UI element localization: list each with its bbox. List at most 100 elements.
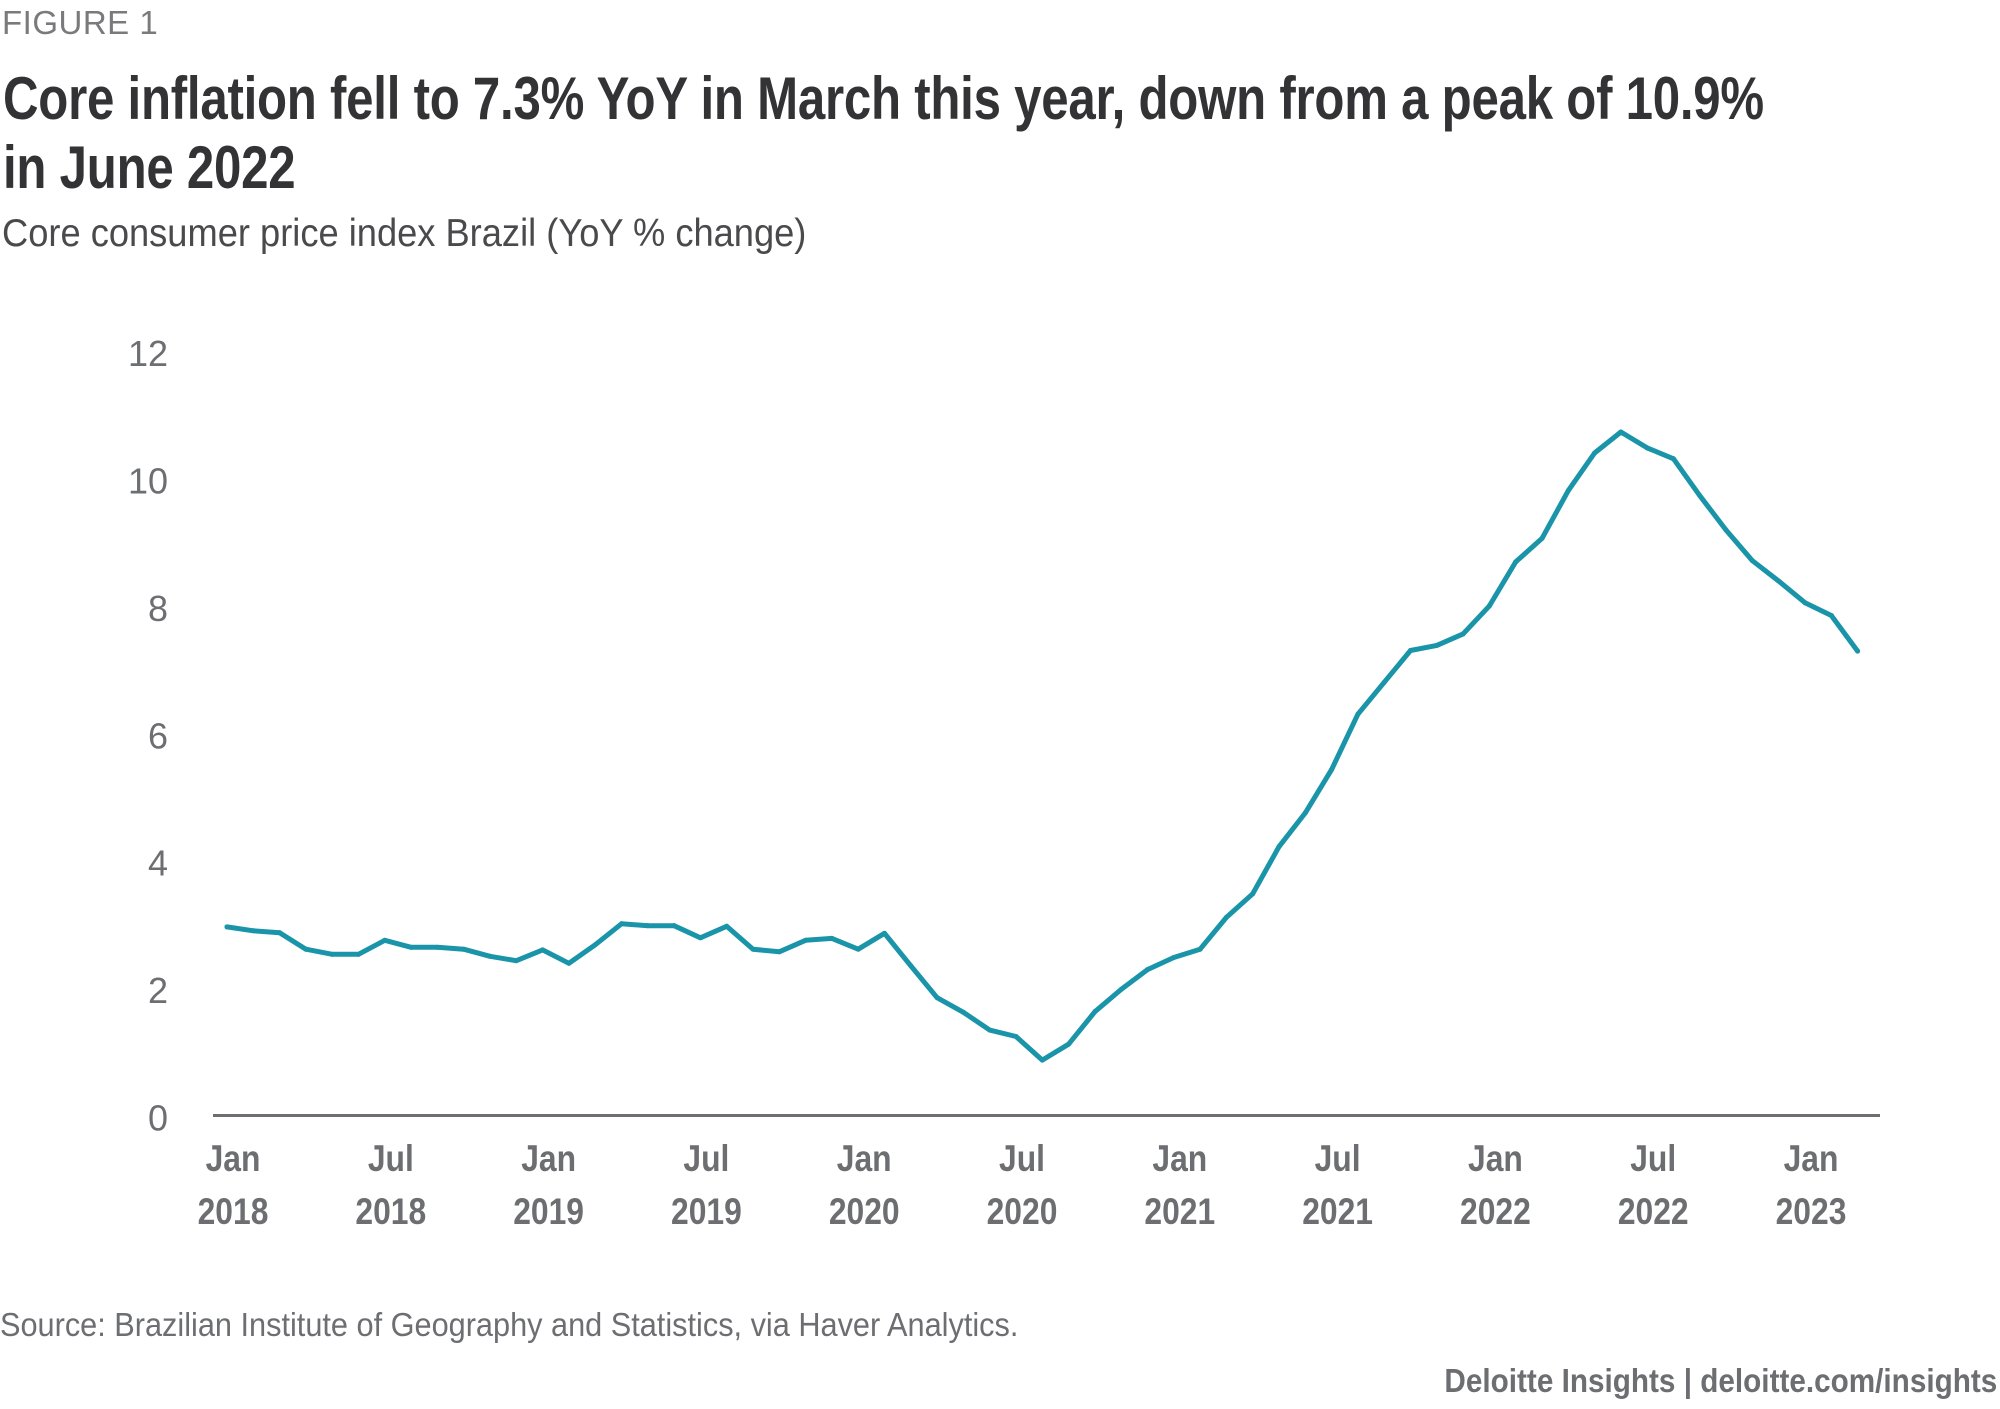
data-point bbox=[487, 953, 493, 959]
x-tick-year: 2023 bbox=[1776, 1192, 1847, 1233]
y-tick-label: 6 bbox=[148, 715, 168, 756]
data-point bbox=[540, 947, 546, 953]
data-point bbox=[671, 923, 677, 929]
data-point bbox=[1302, 810, 1308, 816]
x-tick-month: Jan bbox=[206, 1139, 261, 1180]
data-point bbox=[1145, 967, 1150, 973]
x-tick-month: Jan bbox=[1152, 1139, 1207, 1180]
x-tick-label: Jan 2023 bbox=[1776, 1139, 1847, 1233]
y-tick-label: 12 bbox=[128, 333, 168, 374]
data-point bbox=[1802, 600, 1808, 606]
x-tick-label: Jan 2021 bbox=[1144, 1139, 1215, 1233]
data-point bbox=[1644, 445, 1650, 451]
x-tick-month: Jul bbox=[1630, 1139, 1676, 1180]
data-point bbox=[1039, 1057, 1045, 1063]
data-point bbox=[855, 946, 861, 952]
data-point bbox=[1329, 767, 1335, 773]
data-point bbox=[592, 942, 598, 948]
y-tick-label: 10 bbox=[128, 461, 168, 502]
data-point bbox=[1408, 647, 1413, 653]
data-point bbox=[1513, 559, 1519, 565]
data-point bbox=[1565, 488, 1571, 494]
x-tick-year: 2019 bbox=[513, 1192, 584, 1233]
data-point bbox=[697, 935, 703, 941]
x-tick-label: Jan 2018 bbox=[198, 1139, 269, 1233]
data-point bbox=[1250, 891, 1256, 897]
x-tick-label: Jul 2022 bbox=[1618, 1139, 1689, 1233]
data-point bbox=[1460, 631, 1466, 637]
data-point bbox=[1355, 711, 1361, 717]
x-tick-month: Jul bbox=[368, 1139, 414, 1180]
x-tick-year: 2022 bbox=[1618, 1192, 1689, 1233]
chart-subtitle: Core consumer price index Brazil (YoY % … bbox=[2, 212, 807, 255]
data-point bbox=[803, 937, 809, 943]
data-point bbox=[1434, 642, 1440, 648]
data-point bbox=[250, 928, 256, 934]
x-tick-label: Jan 2022 bbox=[1460, 1139, 1531, 1233]
x-tick-label: Jul 2018 bbox=[355, 1139, 426, 1233]
data-point bbox=[566, 960, 572, 966]
x-tick-label: Jan 2020 bbox=[829, 1139, 900, 1233]
data-point bbox=[382, 937, 388, 943]
y-tick-label: 0 bbox=[148, 1098, 168, 1139]
data-point bbox=[1723, 527, 1729, 533]
data-point bbox=[1223, 914, 1229, 920]
data-point bbox=[1671, 456, 1676, 462]
x-tick-year: 2018 bbox=[355, 1192, 426, 1233]
data-point bbox=[329, 951, 335, 957]
x-tick-year: 2021 bbox=[1144, 1192, 1215, 1233]
data-point bbox=[1539, 535, 1545, 541]
y-tick-label: 8 bbox=[148, 588, 168, 629]
x-tick-label: Jan 2019 bbox=[513, 1139, 584, 1233]
series-points bbox=[224, 429, 1861, 1063]
data-point bbox=[277, 930, 283, 936]
x-tick-year: 2018 bbox=[198, 1192, 269, 1233]
y-tick-label: 4 bbox=[148, 843, 168, 884]
data-point bbox=[645, 923, 651, 929]
x-tick-month: Jan bbox=[521, 1139, 576, 1180]
data-point bbox=[1118, 986, 1124, 992]
x-tick-month: Jan bbox=[1784, 1139, 1839, 1180]
chart-title: Core inflation fell to 7.3% YoY in March… bbox=[3, 64, 1764, 202]
y-axis-ticks: 0 2 4 6 8 10 12 bbox=[128, 333, 168, 1138]
data-point bbox=[750, 946, 756, 952]
source-note: Source: Brazilian Institute of Geography… bbox=[0, 1306, 1019, 1343]
chart-title-line-2: in June 2022 bbox=[3, 134, 296, 201]
x-tick-year: 2021 bbox=[1302, 1192, 1373, 1233]
data-point bbox=[829, 935, 835, 941]
x-tick-month: Jul bbox=[1315, 1139, 1361, 1180]
data-point bbox=[224, 924, 230, 930]
data-point bbox=[1697, 493, 1703, 499]
data-point bbox=[987, 1027, 993, 1033]
data-point bbox=[1276, 844, 1282, 850]
x-tick-label: Jul 2020 bbox=[987, 1139, 1058, 1233]
y-tick-label: 2 bbox=[148, 970, 168, 1011]
data-point bbox=[1092, 1009, 1098, 1015]
data-point bbox=[1486, 603, 1492, 609]
data-point bbox=[1828, 612, 1834, 618]
data-point bbox=[619, 921, 624, 927]
data-point bbox=[908, 963, 914, 969]
data-point bbox=[1381, 679, 1387, 685]
data-point bbox=[303, 946, 309, 952]
x-tick-year: 2020 bbox=[829, 1192, 900, 1233]
data-point bbox=[461, 946, 467, 952]
data-point bbox=[960, 1009, 966, 1015]
data-point bbox=[1618, 429, 1624, 435]
data-point bbox=[776, 949, 782, 955]
chart-title-line-1: Core inflation fell to 7.3% YoY in March… bbox=[3, 65, 1764, 132]
series-line-core-cpi bbox=[224, 429, 1861, 1063]
x-tick-year: 2019 bbox=[671, 1192, 742, 1233]
data-point bbox=[434, 944, 440, 950]
data-point bbox=[513, 958, 519, 964]
x-tick-month: Jul bbox=[999, 1139, 1045, 1180]
figure-label: FIGURE 1 bbox=[2, 4, 159, 41]
data-point bbox=[934, 995, 940, 1001]
data-point bbox=[408, 944, 414, 950]
data-point bbox=[356, 951, 361, 957]
footer-credit: Deloitte Insights | deloitte.com/insight… bbox=[1444, 1362, 1997, 1399]
data-point bbox=[1066, 1041, 1072, 1047]
x-tick-month: Jan bbox=[1468, 1139, 1523, 1180]
data-point bbox=[1776, 578, 1782, 584]
